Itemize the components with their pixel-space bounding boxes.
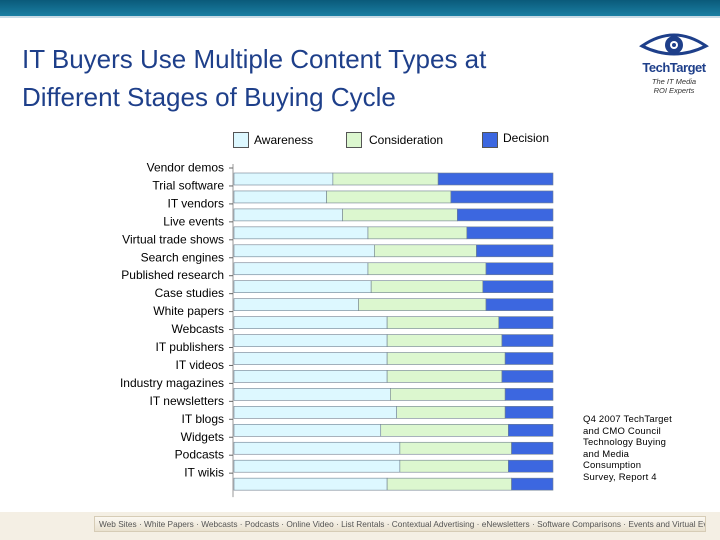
- bar-segment-awareness: [233, 477, 388, 491]
- bar-segment-consideration: [386, 316, 500, 329]
- bar-segment-consideration: [386, 334, 503, 347]
- bar-segment-decision: [508, 459, 554, 473]
- category-label: White papers: [153, 304, 224, 318]
- category-label: IT videos: [176, 358, 224, 372]
- category-label: Vendor demos: [147, 161, 224, 175]
- bar-segment-awareness: [233, 459, 401, 473]
- bar-segment-consideration: [390, 388, 506, 401]
- top-banner: [0, 0, 720, 16]
- bar-segment-awareness: [233, 388, 391, 401]
- legend-label-decision: Decision: [503, 131, 550, 145]
- techtarget-logo: TechTarget The IT Media ROI Experts: [636, 28, 712, 98]
- source-line: and Media: [583, 448, 630, 460]
- bar-segment-consideration: [386, 352, 506, 365]
- bar-segment-decision: [504, 352, 554, 365]
- category-label: Virtual trade shows: [122, 232, 224, 246]
- category-label: IT newsletters: [150, 394, 224, 408]
- bar-segment-decision: [511, 441, 554, 455]
- bar-segment-awareness: [233, 352, 388, 365]
- bar-segment-decision: [450, 190, 554, 204]
- category-label: IT publishers: [156, 340, 224, 354]
- bar-segment-awareness: [233, 316, 388, 329]
- source-line: Survey, Report 4: [583, 471, 657, 483]
- logo-tagline-1: The IT Media: [651, 77, 697, 86]
- category-label: Widgets: [181, 430, 224, 444]
- legend-swatch-consideration: [346, 132, 362, 148]
- bar-segment-awareness: [233, 334, 388, 347]
- category-label: Webcasts: [172, 322, 224, 336]
- bar-segment-awareness: [233, 370, 388, 383]
- bar-segment-decision: [504, 388, 554, 401]
- bar-segment-decision: [498, 316, 554, 329]
- bar-segment-consideration: [374, 244, 477, 258]
- title-line-2: Different Stages of Buying Cycle: [22, 82, 396, 112]
- bar-segment-decision: [476, 244, 554, 258]
- bar-segment-awareness: [233, 190, 327, 204]
- bar-segment-awareness: [233, 441, 401, 455]
- bar-segment-consideration: [370, 280, 484, 294]
- bar-segment-decision: [511, 477, 554, 491]
- bar-segment-consideration: [332, 172, 439, 186]
- bar-segment-consideration: [367, 226, 468, 240]
- source-line: Consumption: [583, 460, 642, 471]
- bar-segment-awareness: [233, 280, 372, 294]
- bar-segment-awareness: [233, 423, 382, 437]
- category-label: Trial software: [152, 178, 224, 192]
- legend-swatch-decision: [482, 132, 498, 148]
- bar-segment-decision: [485, 262, 554, 276]
- bar-segment-consideration: [380, 423, 509, 437]
- category-label: Case studies: [155, 286, 224, 300]
- logo-wordmark: TechTarget: [642, 60, 706, 75]
- footer-services-bar: Web Sites · White Papers · Webcasts · Po…: [94, 516, 706, 532]
- bar-segment-decision: [501, 334, 554, 347]
- bar-segment-consideration: [399, 459, 509, 473]
- legend-label-consideration: Consideration: [369, 133, 444, 147]
- category-label: Live events: [163, 214, 224, 228]
- bar-segment-decision: [466, 226, 554, 240]
- bar-segment-awareness: [233, 208, 343, 222]
- bar-segment-consideration: [396, 406, 506, 419]
- source-line: and CMO Council: [583, 425, 661, 437]
- bar-segment-awareness: [233, 298, 359, 311]
- source-line: Technology Buying: [583, 437, 667, 448]
- category-label: Podcasts: [175, 448, 224, 462]
- category-label: IT vendors: [168, 196, 224, 210]
- page-title: IT Buyers Use Multiple Content Types at …: [22, 40, 602, 116]
- source-line: Q4 2007 TechTarget: [583, 414, 672, 425]
- logo-tagline: The IT Media ROI Experts: [636, 77, 712, 95]
- title-line-1: IT Buyers Use Multiple Content Types at: [22, 44, 487, 74]
- category-label: IT blogs: [182, 412, 224, 426]
- bar-segment-consideration: [399, 441, 512, 455]
- bar-segment-consideration: [326, 190, 452, 204]
- bar-segment-consideration: [367, 262, 487, 276]
- logo-tagline-2: ROI Experts: [653, 86, 695, 95]
- bar-segment-decision: [504, 406, 554, 419]
- legend-label-awareness: Awareness: [254, 133, 314, 147]
- bar-segment-awareness: [233, 244, 375, 258]
- category-label: Industry magazines: [120, 376, 224, 390]
- bar-segment-decision: [456, 208, 554, 222]
- bar-segment-consideration: [386, 370, 503, 383]
- bar-segment-decision: [437, 172, 554, 186]
- bar-segment-decision: [508, 423, 554, 437]
- category-label: Search engines: [141, 250, 224, 264]
- category-label: IT wikis: [184, 466, 224, 480]
- source-note: Q4 2007 TechTarget and CMO Council Techn…: [583, 414, 693, 483]
- legend-swatch-awareness: [233, 132, 249, 148]
- bar-segment-consideration: [386, 477, 512, 491]
- bar-segment-decision: [482, 280, 554, 294]
- bar-segment-decision: [485, 298, 554, 311]
- bar-segment-decision: [501, 370, 554, 383]
- bar-segment-awareness: [233, 262, 369, 276]
- bar-segment-consideration: [358, 298, 487, 311]
- bar-segment-awareness: [233, 172, 334, 186]
- eye-icon: [639, 33, 709, 56]
- bar-segment-awareness: [233, 406, 397, 419]
- top-banner-rule: [0, 16, 720, 18]
- category-label: Published research: [121, 268, 224, 282]
- bar-segment-consideration: [342, 208, 458, 222]
- bar-segment-awareness: [233, 226, 369, 240]
